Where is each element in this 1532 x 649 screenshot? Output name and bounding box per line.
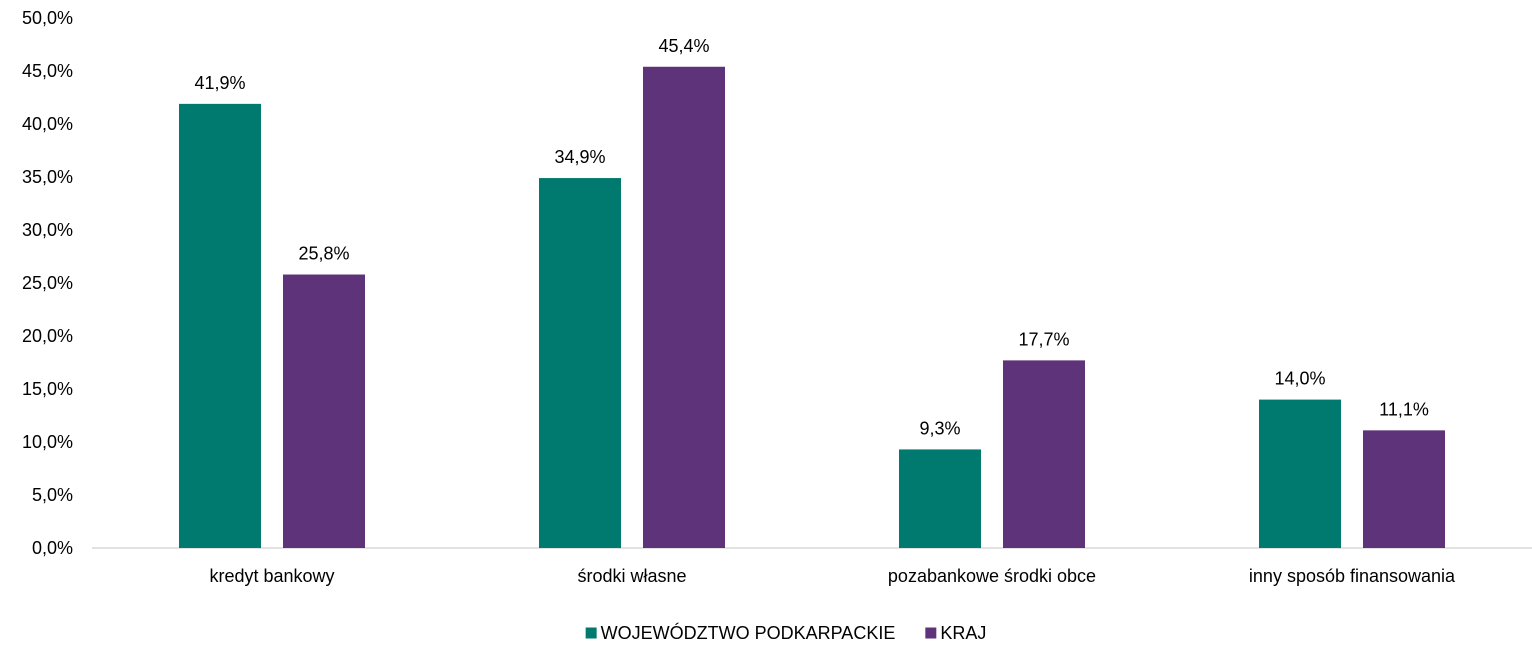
y-tick-label: 40,0%	[22, 114, 73, 134]
x-tick-label: inny sposób finansowania	[1249, 566, 1456, 586]
y-tick-label: 50,0%	[22, 8, 73, 28]
y-tick-label: 30,0%	[22, 220, 73, 240]
data-label: 41,9%	[194, 73, 245, 93]
legend-swatch	[925, 627, 937, 639]
y-tick-label: 20,0%	[22, 326, 73, 346]
bar	[1259, 399, 1341, 548]
bar	[283, 274, 365, 548]
y-tick-label: 10,0%	[22, 432, 73, 452]
data-label: 45,4%	[658, 36, 709, 56]
bars	[179, 66, 1445, 549]
y-tick-label: 45,0%	[22, 61, 73, 81]
legend-label: WOJEWÓDZTWO PODKARPACKIE	[601, 622, 896, 643]
data-label: 17,7%	[1018, 329, 1069, 349]
bar	[179, 103, 261, 549]
bar	[539, 178, 621, 548]
legend-item: WOJEWÓDZTWO PODKARPACKIE	[585, 622, 896, 643]
data-label: 11,1%	[1379, 399, 1429, 419]
x-tick-label: kredyt bankowy	[209, 566, 334, 586]
y-tick-label: 15,0%	[22, 379, 73, 399]
x-axis: kredyt bankowy środki własne pozabankowe ś…	[209, 566, 1456, 586]
bar	[1363, 430, 1445, 548]
bar	[899, 449, 981, 548]
data-labels: 41,9% 25,8% 34,9% 45,4% 9,3% 17,7% 14,0% 11,1%	[194, 36, 1428, 439]
y-tick-label: 25,0%	[22, 273, 73, 293]
y-tick-label: 5,0%	[32, 485, 73, 505]
y-tick-label: 35,0%	[22, 167, 73, 187]
bar	[1003, 360, 1085, 548]
y-tick-label: 0,0%	[32, 538, 73, 558]
y-axis: 0,0% 5,0% 10,0% 15,0% 20,0% 25,0% 30,0% 35,0% 40…	[22, 8, 73, 558]
legend-item: KRAJ	[925, 623, 986, 643]
data-label: 14,0%	[1274, 369, 1325, 389]
x-tick-label: pozabankowe środki obce	[888, 566, 1096, 586]
x-tick-label: środki własne	[577, 566, 686, 586]
data-label: 34,9%	[554, 147, 605, 167]
data-label: 25,8%	[298, 244, 349, 264]
legend-label: KRAJ	[940, 623, 986, 643]
legend-swatch	[585, 627, 597, 639]
data-label: 9,3%	[919, 418, 960, 438]
bar	[643, 66, 725, 548]
legend: WOJEWÓDZTWO PODKARPACKIE KRAJ	[585, 622, 986, 643]
